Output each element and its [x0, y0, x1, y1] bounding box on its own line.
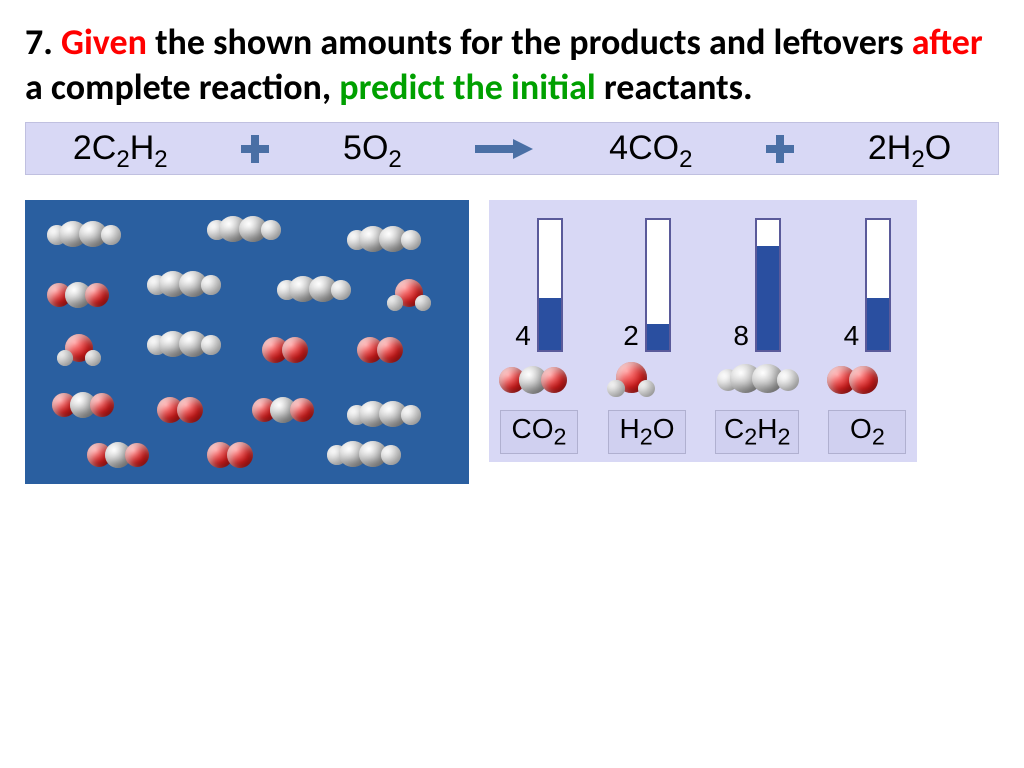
word-after: after — [912, 20, 983, 64]
bar-tube — [537, 218, 563, 352]
molecule-co2 — [52, 387, 132, 427]
molecule-c2h2 — [47, 217, 127, 257]
bar-col-c2h2: 8 C2H2 — [715, 212, 799, 454]
term-c2h2: 2 C2H2 — [73, 129, 168, 168]
question-text: 7. Given the shown amounts for the produ… — [25, 20, 999, 110]
molecule-c2h2 — [347, 397, 427, 437]
molecule-box — [25, 200, 469, 484]
term-h2o: 2 H2O — [868, 129, 951, 168]
formula-label: CO2 — [500, 410, 578, 454]
co2-icon — [499, 360, 579, 406]
molecule-c2h2 — [347, 222, 427, 262]
bar-value: 4 — [515, 320, 531, 352]
bar-value: 2 — [623, 320, 639, 352]
molecule-o2 — [357, 332, 437, 372]
molecule-co2 — [252, 392, 332, 432]
molecule-c2h2 — [277, 272, 357, 312]
o2-icon — [827, 360, 907, 406]
formula-label: H2O — [608, 410, 686, 454]
bar-tube — [755, 218, 781, 352]
formula-label: C2H2 — [715, 410, 799, 454]
plus-icon — [766, 135, 794, 163]
molecule-c2h2 — [327, 437, 407, 477]
bar-tube — [645, 218, 671, 352]
plus-icon — [241, 135, 269, 163]
molecule-co2 — [47, 277, 127, 317]
bar-col-co2: 4 CO2 — [499, 212, 579, 454]
bar-col-h2o: 2 H2O — [607, 212, 687, 454]
bar-value: 8 — [733, 320, 749, 352]
h2o-icon — [607, 360, 687, 406]
bar-chart-panel: 4 CO2 2 H2O 8 C2H2 4 O2 — [489, 200, 917, 462]
term-co2: 4 CO2 — [609, 129, 692, 168]
c2h2-icon — [717, 360, 797, 406]
molecule-o2 — [207, 437, 287, 477]
molecule-h2o — [57, 332, 137, 372]
molecule-o2 — [157, 392, 237, 432]
equation-bar: 2 C2H2 5 O2 4 CO2 2 H2O — [25, 122, 999, 175]
arrow-icon — [475, 139, 535, 159]
word-given: Given — [61, 20, 147, 64]
bar-col-o2: 4 O2 — [827, 212, 907, 454]
molecule-co2 — [87, 437, 167, 477]
bar-tube — [865, 218, 891, 352]
molecule-c2h2 — [147, 327, 227, 367]
formula-label: O2 — [828, 410, 906, 454]
molecule-c2h2 — [147, 267, 227, 307]
q-num: 7 — [25, 20, 43, 64]
molecule-o2 — [262, 332, 342, 372]
bar-value: 4 — [844, 320, 860, 352]
molecule-c2h2 — [207, 212, 287, 252]
term-o2: 5 O2 — [343, 129, 402, 168]
word-predict: predict the initial — [339, 65, 595, 109]
molecule-h2o — [387, 277, 467, 317]
